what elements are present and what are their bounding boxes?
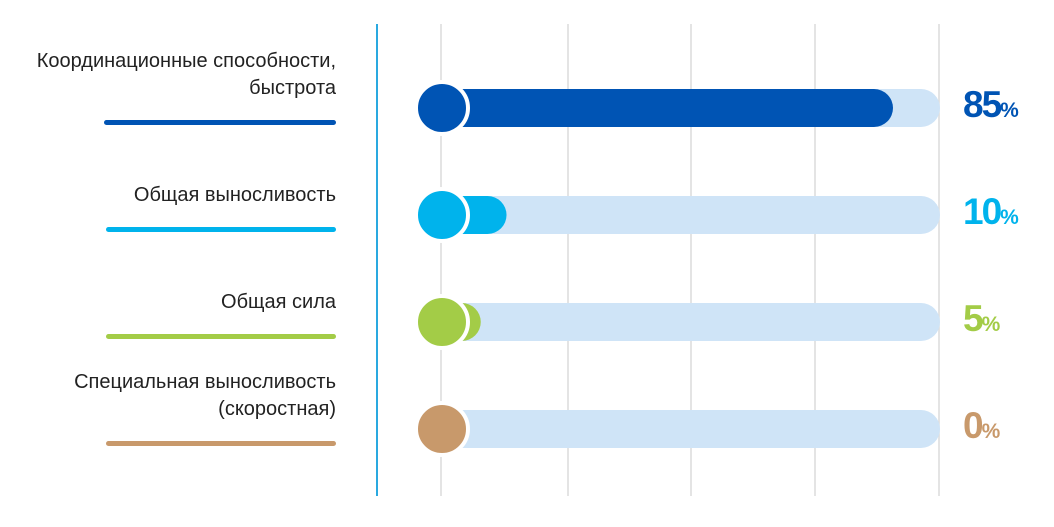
value-number-1: 10 [963,191,1002,232]
category-underline-3 [106,441,336,446]
value-number-2: 5 [963,298,984,339]
value-label-3: 0% [963,405,1000,447]
bar-track-2 [420,303,940,341]
value-label-2: 5% [963,298,1000,340]
category-label-2: Общая сила [221,291,336,313]
category-underline-0 [104,120,336,125]
category-underline-2 [106,334,336,339]
value-unit-0: % [1000,99,1019,122]
value-label-0: 85% [963,84,1019,126]
value-unit-2: % [981,313,1001,336]
bar-marker-2 [414,294,470,350]
category-label-0: Координационные способности, быстрота [36,50,336,99]
value-label-1: 10% [963,191,1019,233]
bar-track-3 [420,410,940,448]
value-number-3: 0 [963,405,984,446]
bar-marker-1 [414,187,470,243]
bar-track-1 [420,196,940,234]
category-label-3: Специальная выносливость (скоростная) [74,371,336,420]
category-underline-1 [106,227,336,232]
value-unit-1: % [1000,206,1019,229]
bar-0 [442,89,893,127]
bar-marker-3 [414,401,470,457]
value-number-0: 85 [963,84,1002,125]
bar-marker-0 [414,80,470,136]
value-unit-3: % [981,420,1001,443]
category-label-1: Общая выносливость [133,184,336,206]
